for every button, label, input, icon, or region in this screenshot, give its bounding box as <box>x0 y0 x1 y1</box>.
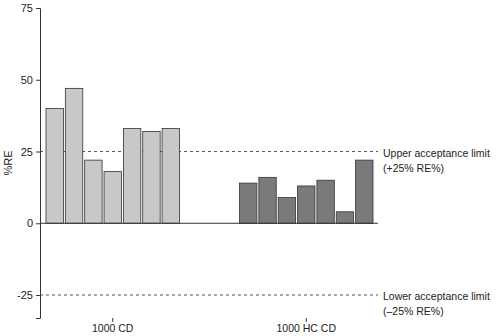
annotation-text: (+25% RE%) <box>383 162 444 174</box>
x-axis: 1000 CD 1000 HC CD <box>92 318 336 334</box>
reference-line <box>40 151 378 152</box>
bar <box>259 177 276 223</box>
bar <box>336 212 353 223</box>
bar <box>298 186 315 223</box>
y-tick-mark <box>36 295 40 296</box>
bar <box>356 160 373 223</box>
annotations: Upper acceptance limit (+25% RE%) Lower ac… <box>40 147 490 318</box>
y-axis: -25 0 25 50 75 <box>17 2 40 318</box>
y-tick: -25 <box>17 289 40 301</box>
y-tick-label: 75 <box>21 2 33 14</box>
annotation-text: Lower acceptance limit <box>383 290 490 302</box>
bar <box>46 108 63 223</box>
y-tick-mark <box>36 80 40 81</box>
x-tick-label: 1000 HC CD <box>276 322 336 334</box>
y-tick-mark <box>36 8 40 9</box>
chart: Upper acceptance limit (+25% RE%) Lower ac… <box>0 0 500 336</box>
bar <box>104 172 121 224</box>
bar <box>317 180 334 223</box>
bars <box>46 88 373 223</box>
reference-line <box>40 295 378 296</box>
y-tick-label: 0 <box>27 217 33 229</box>
annotation-text: Upper acceptance limit <box>383 147 490 159</box>
baseline <box>40 223 378 224</box>
bar <box>162 129 179 224</box>
x-tick-label: 1000 CD <box>92 322 134 334</box>
bar <box>143 131 160 223</box>
bar <box>278 197 295 223</box>
bar <box>85 160 102 223</box>
y-tick: 25 <box>21 146 40 158</box>
bar <box>65 88 82 223</box>
y-tick-mark <box>36 223 40 224</box>
y-axis-line <box>36 9 41 319</box>
y-tick: 75 <box>21 2 40 14</box>
y-tick-mark <box>36 152 40 153</box>
y-tick-label: 50 <box>21 74 33 86</box>
bar <box>239 183 256 223</box>
annotation-text: (–25% RE%) <box>383 305 444 317</box>
y-tick: 0 <box>27 217 40 229</box>
bar <box>123 129 140 224</box>
y-tick-label: -25 <box>17 289 33 301</box>
y-tick-label: 25 <box>21 146 33 158</box>
y-axis-title: %RE <box>2 150 14 175</box>
y-tick: 50 <box>21 74 40 86</box>
